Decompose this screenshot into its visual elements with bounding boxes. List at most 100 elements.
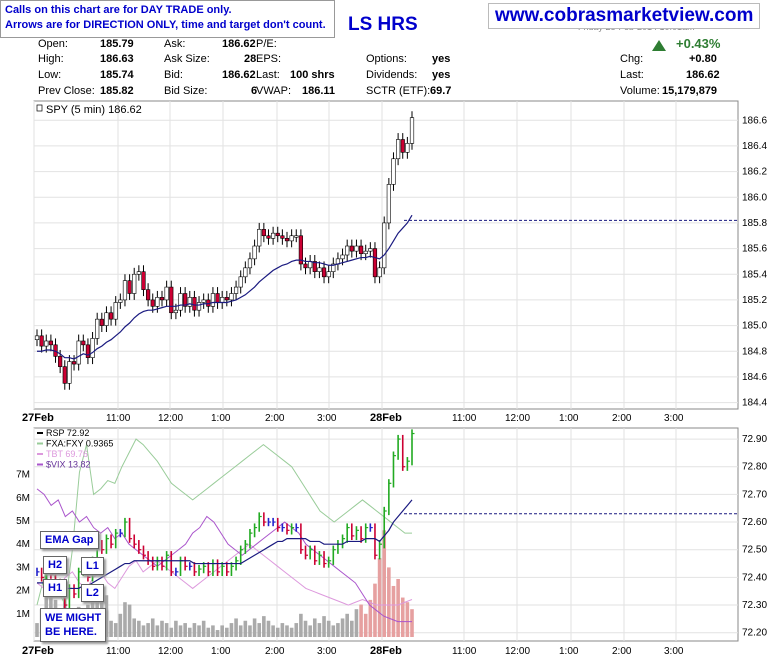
l2-label: L2 xyxy=(81,584,104,602)
volume-bar xyxy=(252,618,257,637)
spy-candle xyxy=(58,356,63,367)
dividends-value: yes xyxy=(432,69,451,81)
spy-candle xyxy=(271,232,276,239)
pe-label: P/E: xyxy=(256,38,277,50)
spy-ytick-label: 184.6 xyxy=(742,372,767,383)
spy-ytick-label: 185.0 xyxy=(742,321,767,332)
volume-bar xyxy=(312,618,317,637)
spy-candle xyxy=(372,248,378,278)
spy-ytick-label: 186.6 xyxy=(742,115,767,126)
volume-bar xyxy=(104,595,109,637)
volume-bar xyxy=(387,567,391,637)
volume-bar xyxy=(201,620,206,637)
rsp-xtick-label: 3:00 xyxy=(664,646,684,657)
spy-candle xyxy=(391,158,396,185)
prev-close-value: 185.82 xyxy=(100,85,134,97)
spy-candle xyxy=(108,312,114,320)
rsp-xtick-label: 28Feb xyxy=(370,645,402,657)
spy-candle xyxy=(312,261,317,272)
volume-bar xyxy=(141,625,146,637)
volume-bar xyxy=(359,604,363,637)
spy-candle xyxy=(224,297,229,301)
spy-candle xyxy=(187,297,192,307)
spy-ytick-label: 185.4 xyxy=(742,269,767,280)
volume-tick-label: 6M xyxy=(16,493,30,504)
spy-candle xyxy=(229,293,234,301)
spy-candle xyxy=(141,271,146,290)
volume-bar xyxy=(382,530,387,637)
volume-tick-label: 3M xyxy=(16,562,30,573)
spy-candle xyxy=(303,263,308,269)
spy-xtick-label: 1:00 xyxy=(559,413,579,424)
volume-bar xyxy=(266,620,271,637)
site-watermark[interactable]: www.cobrasmarketview.com xyxy=(488,3,761,29)
day-trade-notice: Calls on this chart are for DAY TRADE on… xyxy=(0,0,335,38)
volume-tick-label: 2M xyxy=(16,586,30,597)
spy-candle xyxy=(34,335,40,341)
rsp-xtick-label: 12:00 xyxy=(505,646,530,657)
last-label: Last: xyxy=(256,69,280,81)
volume-tick-label: 1M xyxy=(16,609,30,620)
spy-candle xyxy=(113,302,118,320)
spy-ytick-label: 186.0 xyxy=(742,192,767,203)
high-value: 186.63 xyxy=(100,53,134,65)
vwap-value: 186.11 xyxy=(302,85,336,97)
volume-bar xyxy=(132,618,137,637)
volume-bar xyxy=(187,627,192,637)
volume-bar xyxy=(340,618,345,637)
spy-candle xyxy=(243,267,248,278)
last-value: 100 shrs xyxy=(290,69,335,81)
volume-bar xyxy=(368,599,373,637)
volume-bar xyxy=(206,627,211,637)
volume-bar xyxy=(280,623,285,637)
volume-bar xyxy=(303,620,308,637)
chart-title-fragment: LS HRS xyxy=(348,14,418,35)
might-line-1: WE MIGHT xyxy=(45,612,102,624)
spy-candle xyxy=(169,286,174,314)
spy-candle xyxy=(340,254,345,260)
volume-tick-label: 4M xyxy=(16,539,30,550)
volume-bar xyxy=(109,620,113,637)
volume-bar xyxy=(363,613,368,637)
spy-ytick-label: 185.6 xyxy=(742,244,767,255)
volume-bar xyxy=(234,618,238,637)
notice-line-2: Arrows are for DIRECTION ONLY, time and … xyxy=(5,19,326,31)
rsp-ytick-label: 72.30 xyxy=(742,600,767,611)
volume-bar xyxy=(211,625,215,637)
spy-legend-swatch xyxy=(36,104,43,112)
spy-candle xyxy=(196,302,202,311)
volume-bar xyxy=(294,623,299,637)
ema-gap-label: EMA Gap xyxy=(40,531,99,549)
rsp-ema-line xyxy=(37,499,413,590)
chg-value: +0.80 xyxy=(689,53,717,65)
spy-candle xyxy=(266,235,271,239)
rsp-xtick-label: 2:00 xyxy=(265,646,285,657)
volume-bar xyxy=(164,623,169,637)
volume-bar xyxy=(146,623,150,637)
up-arrow-icon xyxy=(652,40,666,51)
spy-candle xyxy=(321,267,327,278)
spy-candle xyxy=(99,318,104,326)
volume-bar xyxy=(229,623,234,637)
spy-xtick-label: 11:00 xyxy=(452,413,477,424)
volume-bar xyxy=(257,623,262,637)
volume-bar xyxy=(391,585,396,637)
l1-label: L1 xyxy=(81,557,104,575)
h2-label: H2 xyxy=(43,556,68,574)
spy-candle xyxy=(62,366,67,384)
rsp-xtick-label: 2:00 xyxy=(612,646,632,657)
spy-candle xyxy=(257,229,262,247)
spy-candle xyxy=(294,235,299,238)
spy-candle xyxy=(238,276,243,288)
rsp-ytick-label: 72.90 xyxy=(742,434,767,445)
spy-candle xyxy=(252,245,257,260)
spy-candle xyxy=(76,340,81,365)
volume-bar xyxy=(150,618,155,637)
volume-bar xyxy=(308,625,312,637)
spy-legend-label: SPY (5 min) 186.62 xyxy=(46,104,142,116)
spy-candle xyxy=(67,361,72,384)
spy-ytick-label: 185.2 xyxy=(742,295,767,306)
volume-bar xyxy=(262,616,266,637)
spy-xtick-label: 2:00 xyxy=(265,413,285,424)
spy-candle xyxy=(298,235,303,265)
